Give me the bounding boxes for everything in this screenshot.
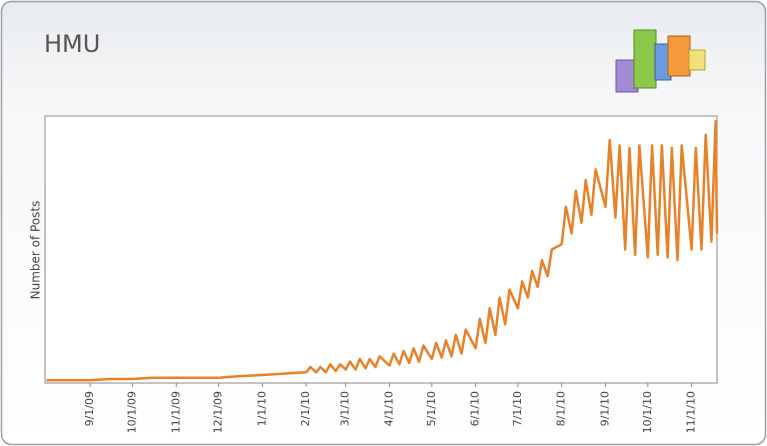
x-tick-label: 6/1/10 [469, 391, 482, 426]
x-tick-label: 2/1/10 [299, 391, 312, 426]
x-tick-label: 12/1/09 [212, 391, 225, 433]
chart-title: HMU [44, 30, 100, 58]
y-axis-label: Number of Posts [29, 201, 43, 300]
x-tick-label: 10/1/10 [641, 391, 654, 433]
plot-area [44, 115, 718, 384]
x-tick-label: 5/1/10 [425, 391, 438, 426]
x-tick-label: 1/1/10 [255, 391, 268, 426]
x-tick-label: 11/1/10 [685, 391, 698, 433]
data-line [46, 120, 719, 382]
x-tick-label: 9/1/09 [83, 391, 96, 426]
x-tick-label: 10/1/09 [126, 391, 139, 433]
x-tick-label: 7/1/10 [511, 391, 524, 426]
x-tick-label: 4/1/10 [382, 391, 395, 426]
x-tick-label: 9/1/10 [598, 391, 611, 426]
x-tick-label: 3/1/10 [339, 391, 352, 426]
x-tick-label: 11/1/09 [169, 391, 182, 433]
x-tick-label: 8/1/10 [555, 391, 568, 426]
logo-icon [615, 29, 706, 93]
